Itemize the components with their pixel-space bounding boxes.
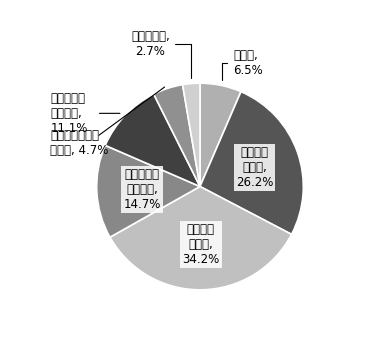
Text: おおいに
なった,
26.2%: おおいに なった, 26.2% <box>236 146 273 189</box>
Text: まったくならな
かった, 4.7%: まったくならな かった, 4.7% <box>50 129 108 157</box>
Wedge shape <box>200 92 303 234</box>
Wedge shape <box>154 85 200 186</box>
Text: どちらとも
いえない,
14.7%: どちらとも いえない, 14.7% <box>124 168 161 211</box>
Wedge shape <box>97 145 200 237</box>
Text: まあまあ
なった,
34.2%: まあまあ なった, 34.2% <box>182 223 220 266</box>
Wedge shape <box>183 83 200 186</box>
Wedge shape <box>105 94 200 186</box>
Wedge shape <box>200 83 241 186</box>
Wedge shape <box>110 186 292 290</box>
Text: 無回答,
6.5%: 無回答, 6.5% <box>221 49 263 79</box>
Text: わからない,
2.7%: わからない, 2.7% <box>131 30 191 78</box>
Text: あまりなら
なかった,
11.1%: あまりなら なかった, 11.1% <box>50 92 87 135</box>
